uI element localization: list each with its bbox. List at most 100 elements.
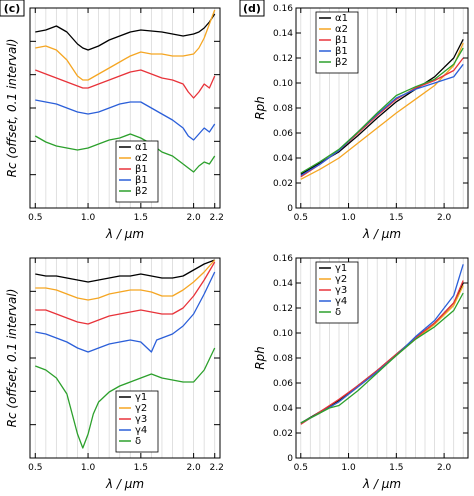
legend-entry: β1 <box>135 175 148 186</box>
series-line-0 <box>35 259 215 283</box>
x-tick-label: 1.5 <box>389 213 403 223</box>
x-tick-label: 1.5 <box>134 213 148 223</box>
series-line-1 <box>35 9 216 81</box>
panel-label-box <box>0 0 25 17</box>
panel-label: (d) <box>239 0 265 17</box>
y-tick-label: 0.06 <box>273 379 293 389</box>
legend-entry: γ4 <box>135 425 147 436</box>
x-tick-label: 2.2 <box>210 463 224 473</box>
legend-entry: α1 <box>135 142 148 153</box>
x-axis: 0.5 1.0 1.5 2.0 2.2 <box>28 8 224 223</box>
x-axis-title: λ / μm <box>105 227 144 241</box>
series-line-3 <box>300 63 464 177</box>
legend-entry: β1 <box>135 164 148 175</box>
legend-entry: β2 <box>135 186 148 197</box>
legend-entry: β2 <box>335 57 348 68</box>
legend-entry: β1 <box>335 35 348 46</box>
y-axis <box>30 40 220 176</box>
legend-entry: β1 <box>335 46 348 57</box>
y-tick-label: 0.06 <box>273 129 293 139</box>
y-tick-label: 0.04 <box>273 154 293 164</box>
legend-entry: γ1 <box>135 392 147 403</box>
x-tick-label: 0.5 <box>294 463 308 473</box>
y-tick-label: 0 <box>287 204 293 214</box>
series-line-4 <box>300 292 464 424</box>
legend-entry: γ3 <box>335 285 347 296</box>
panel-c: 0.5 1.0 1.5 2.0 2.2 λ / μm Rc (offset, 0.1 int… <box>0 0 224 491</box>
legend-box <box>115 390 159 453</box>
panel-a: 0.5 1.0 1.5 2.0 2.2 λ / μm Rc (offset, 0.1 int… <box>0 0 224 241</box>
x-axis-title: λ / μm <box>105 477 144 491</box>
x-tick-label: 1.0 <box>341 213 356 223</box>
legend-box <box>315 261 359 324</box>
series-line-2 <box>35 69 216 99</box>
x-axis: 0.5 1.0 1.5 2.0 2.2 <box>28 258 224 473</box>
x-tick-label: 1.5 <box>134 463 148 473</box>
legend-entry: δ <box>335 307 341 318</box>
x-axis: 0.5 1.0 1.5 2.0 <box>294 258 452 473</box>
legend-entry: α1 <box>335 13 348 24</box>
x-tick-label: 2.0 <box>437 213 452 223</box>
y-tick-label: 0.12 <box>273 304 293 314</box>
y-tick-label: 0.12 <box>273 54 293 64</box>
x-tick-label: 0.5 <box>294 213 308 223</box>
panel-label-text: (c) <box>4 2 21 15</box>
x-tick-label: 2.2 <box>210 213 224 223</box>
legend-entry: α2 <box>335 24 348 35</box>
series-line-3 <box>35 99 216 141</box>
series-line-1 <box>35 259 216 301</box>
series-line-4 <box>300 47 464 174</box>
x-axis: 0.5 1.0 1.5 2.0 <box>294 8 452 223</box>
series-line-4 <box>35 347 216 449</box>
x-tick-label: 2.0 <box>186 213 201 223</box>
x-tick-label: 1.5 <box>389 463 403 473</box>
legend-entry: γ4 <box>335 296 347 307</box>
legend-entry: γ3 <box>135 414 147 425</box>
y-axis: 0 0.02 0.04 0.06 0.08 0.10 0.12 0.14 0.16 <box>273 254 468 464</box>
y-tick-label: 0.04 <box>273 404 293 414</box>
panel-label-box <box>239 0 265 17</box>
legend-entry: δ <box>135 436 141 447</box>
y-tick-label: 0.16 <box>273 4 293 14</box>
x-tick-label: 0.5 <box>28 213 42 223</box>
x-axis-title: λ / μm <box>362 227 401 241</box>
y-tick-label: 0.08 <box>273 354 293 364</box>
x-axis-title: λ / μm <box>362 477 401 491</box>
y-tick-label: 0.14 <box>273 279 293 289</box>
y-axis <box>30 290 220 426</box>
series-line-4 <box>34 133 216 173</box>
series-line-2 <box>300 280 464 425</box>
y-axis-title: Rph <box>253 96 267 120</box>
legend-box <box>115 140 159 203</box>
y-axis-title: Rph <box>253 346 267 370</box>
y-tick-label: 0.16 <box>273 254 293 264</box>
panel-label-text: (d) <box>243 2 261 15</box>
legend-entry: γ2 <box>335 274 347 285</box>
panel-d: 0.5 1.0 1.5 2.0 0 0.02 0.04 0.06 0.08 0.10 0.12 0.1… <box>239 0 469 491</box>
x-tick-label: 2.0 <box>186 463 201 473</box>
y-axis-title: Rc (offset, 0.1 interval) <box>5 39 19 178</box>
x-tick-label: 1.0 <box>341 463 356 473</box>
panel-b: 0.5 1.0 1.5 2.0 0 0.02 0.04 0.06 0.08 0.10 0.12 0.1… <box>239 0 469 241</box>
legend-entry: γ2 <box>135 403 147 414</box>
legend-box <box>315 11 359 74</box>
series-line-2 <box>35 261 216 325</box>
legend-entry: α2 <box>135 153 148 164</box>
y-tick-label: 0 <box>287 454 293 464</box>
x-tick-label: 2.0 <box>437 463 452 473</box>
x-tick-label: 1.0 <box>81 213 96 223</box>
y-tick-label: 0.10 <box>273 329 293 339</box>
y-tick-label: 0.02 <box>273 429 293 439</box>
y-tick-label: 0.10 <box>273 79 293 89</box>
y-tick-label: 0.02 <box>273 179 293 189</box>
y-axis-title: Rc (offset, 0.1 interval) <box>5 289 19 428</box>
series-line-3 <box>35 271 216 353</box>
y-axis: 0 0.02 0.04 0.06 0.08 0.10 0.12 0.14 0.16 <box>273 4 468 214</box>
legend-entry: γ1 <box>335 263 347 274</box>
y-tick-label: 0.14 <box>273 29 293 39</box>
